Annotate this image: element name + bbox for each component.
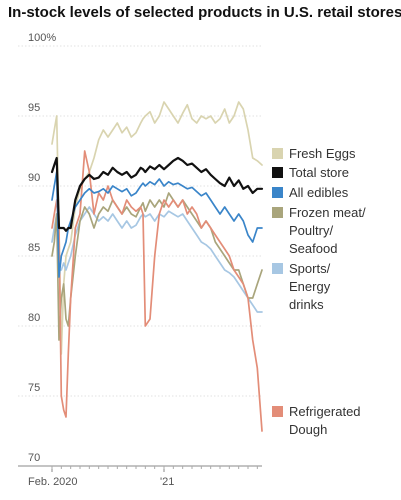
y-tick-label: 75 [28, 382, 40, 394]
legend-item-all-edibles: All edibles [272, 184, 348, 202]
legend-item-total-store: Total store [272, 164, 349, 182]
legend-swatch [272, 406, 283, 417]
legend-swatch [272, 263, 283, 274]
x-tick-label: Feb. 2020 [28, 476, 78, 488]
y-tick-label: 85 [28, 242, 40, 254]
legend-label: Sports/ Energy drinks [289, 261, 331, 312]
series-line-refrigerated-dough [51, 150, 263, 432]
y-tick-label: 100% [28, 32, 56, 44]
y-tick-label: 95 [28, 102, 40, 114]
x-tick-label: '21 [160, 476, 174, 488]
legend-swatch [272, 167, 283, 178]
legend: Fresh Eggs Total store All edibles Frozen m… [272, 0, 400, 500]
legend-swatch [272, 187, 283, 198]
series-line-total-store [50, 156, 264, 232]
legend-label: Total store [289, 165, 349, 180]
legend-item-sports-energy: Sports/ Energy drinks [272, 260, 330, 314]
legend-label: Frozen meat/ Poultry/ Seafood [289, 205, 366, 256]
y-tick-label: 90 [28, 172, 40, 184]
legend-item-frozen-meat: Frozen meat/ Poultry/ Seafood [272, 204, 366, 258]
series-line-sports-energy [51, 206, 263, 313]
legend-item-refrigerated-dough: Refrigerated Dough [272, 403, 361, 439]
y-tick-label: 70 [28, 452, 40, 464]
series-line-fresh-eggs [51, 101, 263, 355]
y-tick-label: 80 [28, 312, 40, 324]
legend-label: All edibles [289, 185, 349, 200]
chart-title: In-stock levels of selected products in … [8, 4, 401, 21]
legend-item-fresh-eggs: Fresh Eggs [272, 145, 355, 163]
legend-swatch [272, 148, 283, 159]
legend-label: Fresh Eggs [289, 146, 356, 161]
legend-swatch [272, 207, 283, 218]
legend-label: Refrigerated Dough [289, 404, 361, 437]
